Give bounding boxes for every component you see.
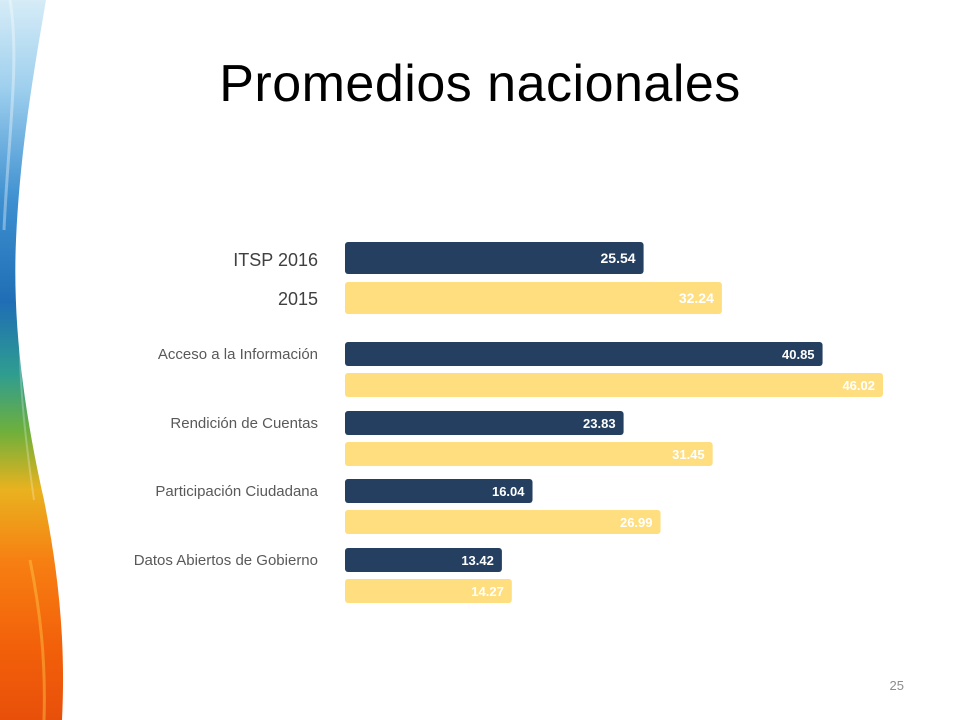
bar-2016-3 <box>345 479 533 503</box>
bar-2015-2 <box>345 442 713 466</box>
category-label-1: Acceso a la Información <box>158 346 318 363</box>
category-label-3: Participación Ciudadana <box>155 483 318 500</box>
bar-2016-3-value: 16.04 <box>492 484 525 499</box>
bar-2015-1 <box>345 373 883 397</box>
bar-2015-1-value: 46.02 <box>842 378 875 393</box>
bar-2016-2 <box>345 411 624 435</box>
category-label-4: Datos Abiertos de Gobierno <box>134 552 318 569</box>
bar-2016-4 <box>345 548 502 572</box>
page-number: 25 <box>889 678 904 693</box>
bar-2016-4-value: 13.42 <box>461 553 494 568</box>
watercolor-brush-strip-icon <box>0 0 64 720</box>
bar-2015-3-value: 26.99 <box>620 515 653 530</box>
page-title: Promedios nacionales <box>219 55 741 113</box>
bar-2016-1 <box>345 342 823 366</box>
legend-label-2015: 2015 <box>278 289 318 309</box>
bar-2015-3 <box>345 510 661 534</box>
overall-bar-2016-value: 25.54 <box>601 250 636 266</box>
bar-2015-2-value: 31.45 <box>672 447 705 462</box>
legend-label-2016: ITSP 2016 <box>233 250 318 270</box>
bar-2015-4-value: 14.27 <box>471 584 504 599</box>
bar-2016-2-value: 23.83 <box>583 416 616 431</box>
bar-2015-4 <box>345 579 512 603</box>
bar-2016-1-value: 40.85 <box>782 347 815 362</box>
category-label-2: Rendición de Cuentas <box>170 415 318 432</box>
overall-bar-2016 <box>345 242 644 274</box>
overall-bar-2015 <box>345 282 722 314</box>
overall-bar-2015-value: 32.24 <box>679 290 714 306</box>
